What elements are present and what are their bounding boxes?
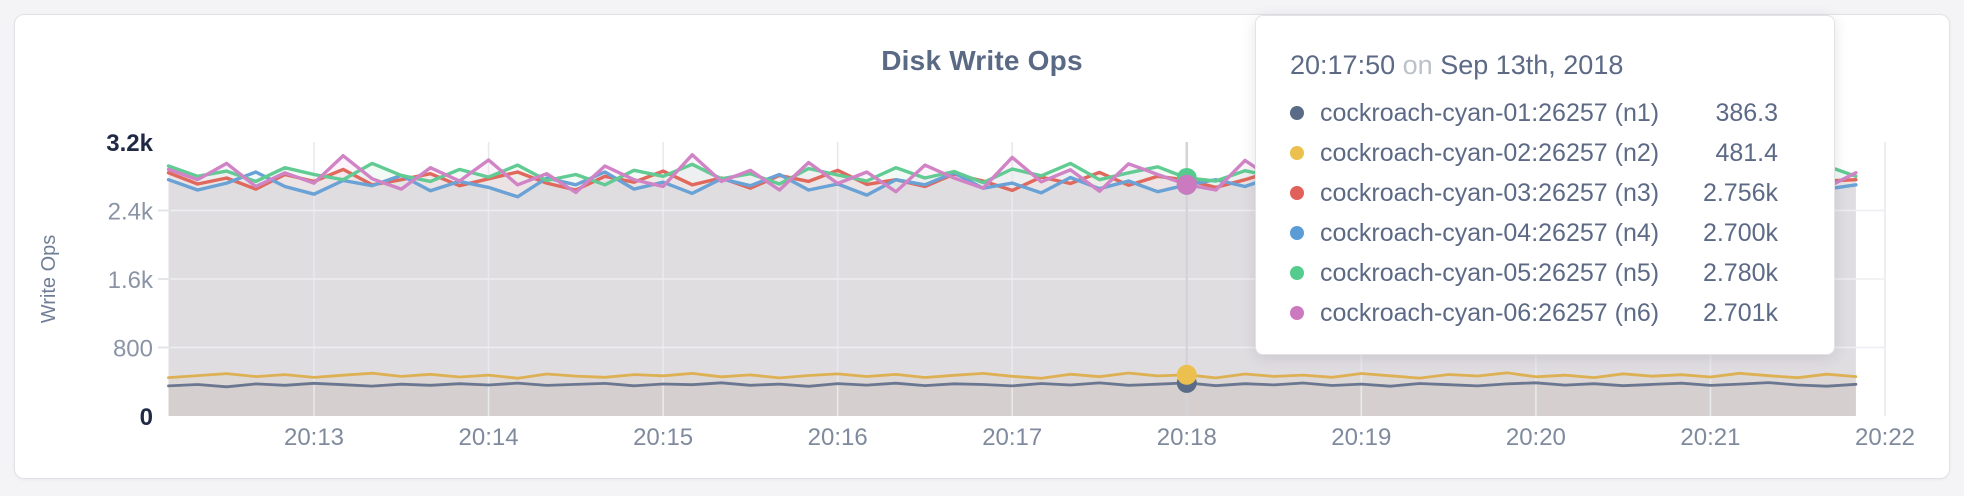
tooltip-row: cockroach-cyan-02:26257 (n2) 481.4: [1290, 133, 1778, 173]
tooltip-on-word: on: [1402, 50, 1433, 80]
series-label: cockroach-cyan-04:26257 (n4): [1320, 218, 1660, 247]
hover-dot: [1176, 364, 1197, 385]
chart-card: Disk Write Ops 20:13 20:14 20:15 20:16 20:17…: [14, 14, 1950, 479]
series-color-dot-icon: [1290, 106, 1304, 120]
x-tick-label: 20:17: [982, 424, 1042, 451]
y-tick-label: 0: [140, 404, 153, 431]
x-tick-label: 20:20: [1506, 424, 1566, 451]
tooltip-row: cockroach-cyan-01:26257 (n1) 386.3: [1290, 93, 1778, 133]
series-value: 2.780k: [1702, 258, 1778, 287]
series-line: [167, 371, 1858, 380]
y-axis-title: Write Ops: [38, 235, 60, 324]
series-value: 2.701k: [1702, 298, 1778, 327]
x-tick-label: 20:22: [1855, 424, 1915, 451]
y-tick-label: 3.2k: [106, 130, 153, 157]
series-value: 2.756k: [1702, 178, 1778, 207]
series-label: cockroach-cyan-05:26257 (n5): [1320, 258, 1660, 287]
x-tick-label: 20:14: [459, 424, 519, 451]
tooltip-rows: cockroach-cyan-01:26257 (n1) 386.3 cockroa…: [1290, 93, 1778, 333]
tooltip-header: 20:17:50 on Sep 13th, 2018: [1290, 50, 1778, 81]
series-label: cockroach-cyan-06:26257 (n6): [1320, 298, 1660, 327]
x-tick-label: 20:21: [1680, 424, 1740, 451]
tooltip-date: Sep 13th, 2018: [1440, 50, 1624, 80]
hover-tooltip: 20:17:50 on Sep 13th, 2018 cockroach-cya…: [1255, 15, 1835, 355]
tooltip-row: cockroach-cyan-05:26257 (n5) 2.780k: [1290, 253, 1778, 293]
series-color-dot-icon: [1290, 146, 1304, 160]
chart-title: Disk Write Ops: [881, 45, 1083, 76]
series-value: 386.3: [1715, 98, 1778, 127]
series-color-dot-icon: [1290, 226, 1304, 240]
tooltip-row: cockroach-cyan-04:26257 (n4) 2.700k: [1290, 213, 1778, 253]
y-tick-label: 2.4k: [108, 199, 154, 226]
series-color-dot-icon: [1290, 266, 1304, 280]
x-tick-label: 20:15: [633, 424, 693, 451]
y-tick-label: 1.6k: [108, 267, 154, 294]
tooltip-row: cockroach-cyan-06:26257 (n6) 2.701k: [1290, 293, 1778, 333]
series-color-dot-icon: [1290, 306, 1304, 320]
hover-dot: [1176, 174, 1197, 195]
tooltip-row: cockroach-cyan-03:26257 (n3) 2.756k: [1290, 173, 1778, 213]
x-tick-label: 20:16: [808, 424, 868, 451]
series-line: [167, 381, 1858, 389]
series-label: cockroach-cyan-03:26257 (n3): [1320, 178, 1660, 207]
y-tick-label: 800: [113, 336, 153, 363]
tooltip-time: 20:17:50: [1290, 50, 1396, 80]
series-value: 2.700k: [1702, 218, 1778, 247]
series-label: cockroach-cyan-02:26257 (n2): [1320, 138, 1660, 167]
x-tick-label: 20:18: [1157, 424, 1217, 451]
x-tick-label: 20:19: [1331, 424, 1391, 451]
x-tick-label: 20:13: [284, 424, 344, 451]
series-value: 481.4: [1715, 138, 1778, 167]
series-label: cockroach-cyan-01:26257 (n1): [1320, 98, 1660, 127]
series-color-dot-icon: [1290, 186, 1304, 200]
